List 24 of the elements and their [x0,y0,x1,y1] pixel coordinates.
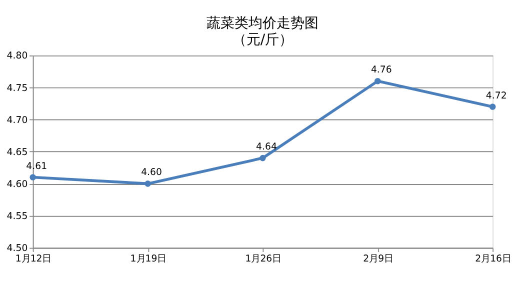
y-tick-label: 4.65 [6,146,28,158]
chart-subtitle: （元/斤） [232,32,294,48]
data-label: 4.64 [256,142,277,153]
point [489,104,496,110]
data-label: 4.72 [486,90,507,102]
data-label: 4.60 [141,167,162,178]
y-tick-label: 4.70 [6,114,28,126]
y-tick-label: 4.80 [6,50,28,62]
y-tick-label: 4.75 [6,82,28,94]
data-label: 4.76 [370,64,392,76]
point [374,78,381,84]
y-tick-label: 4.50 [6,243,28,254]
x-tick-label: 1月26日 [245,253,282,264]
x-tick-label: 1月19日 [130,253,166,264]
chart-title: 蔬菜类均价走势图 [206,15,319,32]
point [30,174,36,180]
y-tick-label: 4.55 [6,211,28,222]
x-tick-label: 2月16日 [475,253,512,264]
data-label: 4.61 [26,160,48,172]
point [144,180,151,187]
x-tick-label: 2月9日 [363,253,394,264]
x-tick-label: 1月12日 [15,253,52,264]
point [260,154,266,162]
y-tick-label: 4.60 [6,178,28,190]
